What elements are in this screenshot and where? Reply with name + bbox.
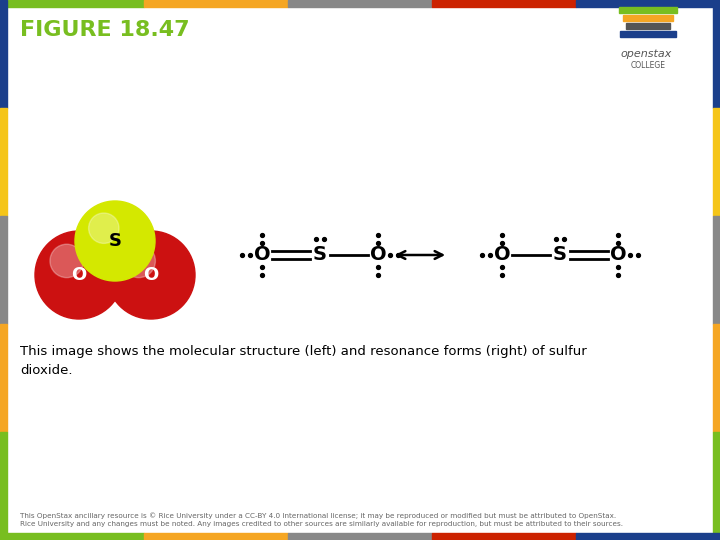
Circle shape (50, 244, 84, 278)
Text: O: O (494, 246, 510, 265)
Circle shape (89, 213, 119, 244)
Text: This OpenStax ancillary resource is © Rice University under a CC-BY 4.0 Internat: This OpenStax ancillary resource is © Ri… (20, 512, 623, 527)
Bar (713, 216, 720, 324)
Text: S: S (109, 232, 122, 250)
Bar (144, 0, 288, 7)
Bar (623, 15, 673, 21)
Circle shape (75, 201, 155, 281)
Bar (619, 7, 677, 13)
Bar (432, 0, 576, 7)
Text: O: O (369, 246, 387, 265)
Text: S: S (313, 246, 327, 265)
Text: O: O (253, 246, 270, 265)
Text: FIGURE 18.47: FIGURE 18.47 (20, 20, 189, 40)
Bar (144, 533, 288, 540)
Bar (0, 216, 7, 324)
Bar (288, 533, 432, 540)
Bar (432, 533, 576, 540)
Circle shape (107, 231, 195, 319)
Bar (626, 23, 670, 29)
Bar (713, 0, 720, 108)
Text: O: O (610, 246, 626, 265)
Text: This image shows the molecular structure (left) and resonance forms (right) of s: This image shows the molecular structure… (20, 345, 587, 377)
Text: O: O (71, 266, 86, 284)
Text: openstax: openstax (621, 49, 672, 59)
Bar (576, 533, 720, 540)
Bar (0, 432, 7, 540)
Circle shape (122, 244, 156, 278)
Bar (0, 0, 144, 7)
Bar (288, 0, 432, 7)
Bar (713, 108, 720, 216)
Text: S: S (553, 246, 567, 265)
Bar (0, 533, 144, 540)
Bar (713, 324, 720, 432)
Text: O: O (143, 266, 158, 284)
Text: COLLEGE: COLLEGE (631, 61, 665, 70)
Bar (0, 324, 7, 432)
Circle shape (35, 231, 123, 319)
Bar (0, 0, 7, 108)
Bar (620, 31, 676, 37)
Bar (713, 432, 720, 540)
Bar (0, 108, 7, 216)
Bar (576, 0, 720, 7)
